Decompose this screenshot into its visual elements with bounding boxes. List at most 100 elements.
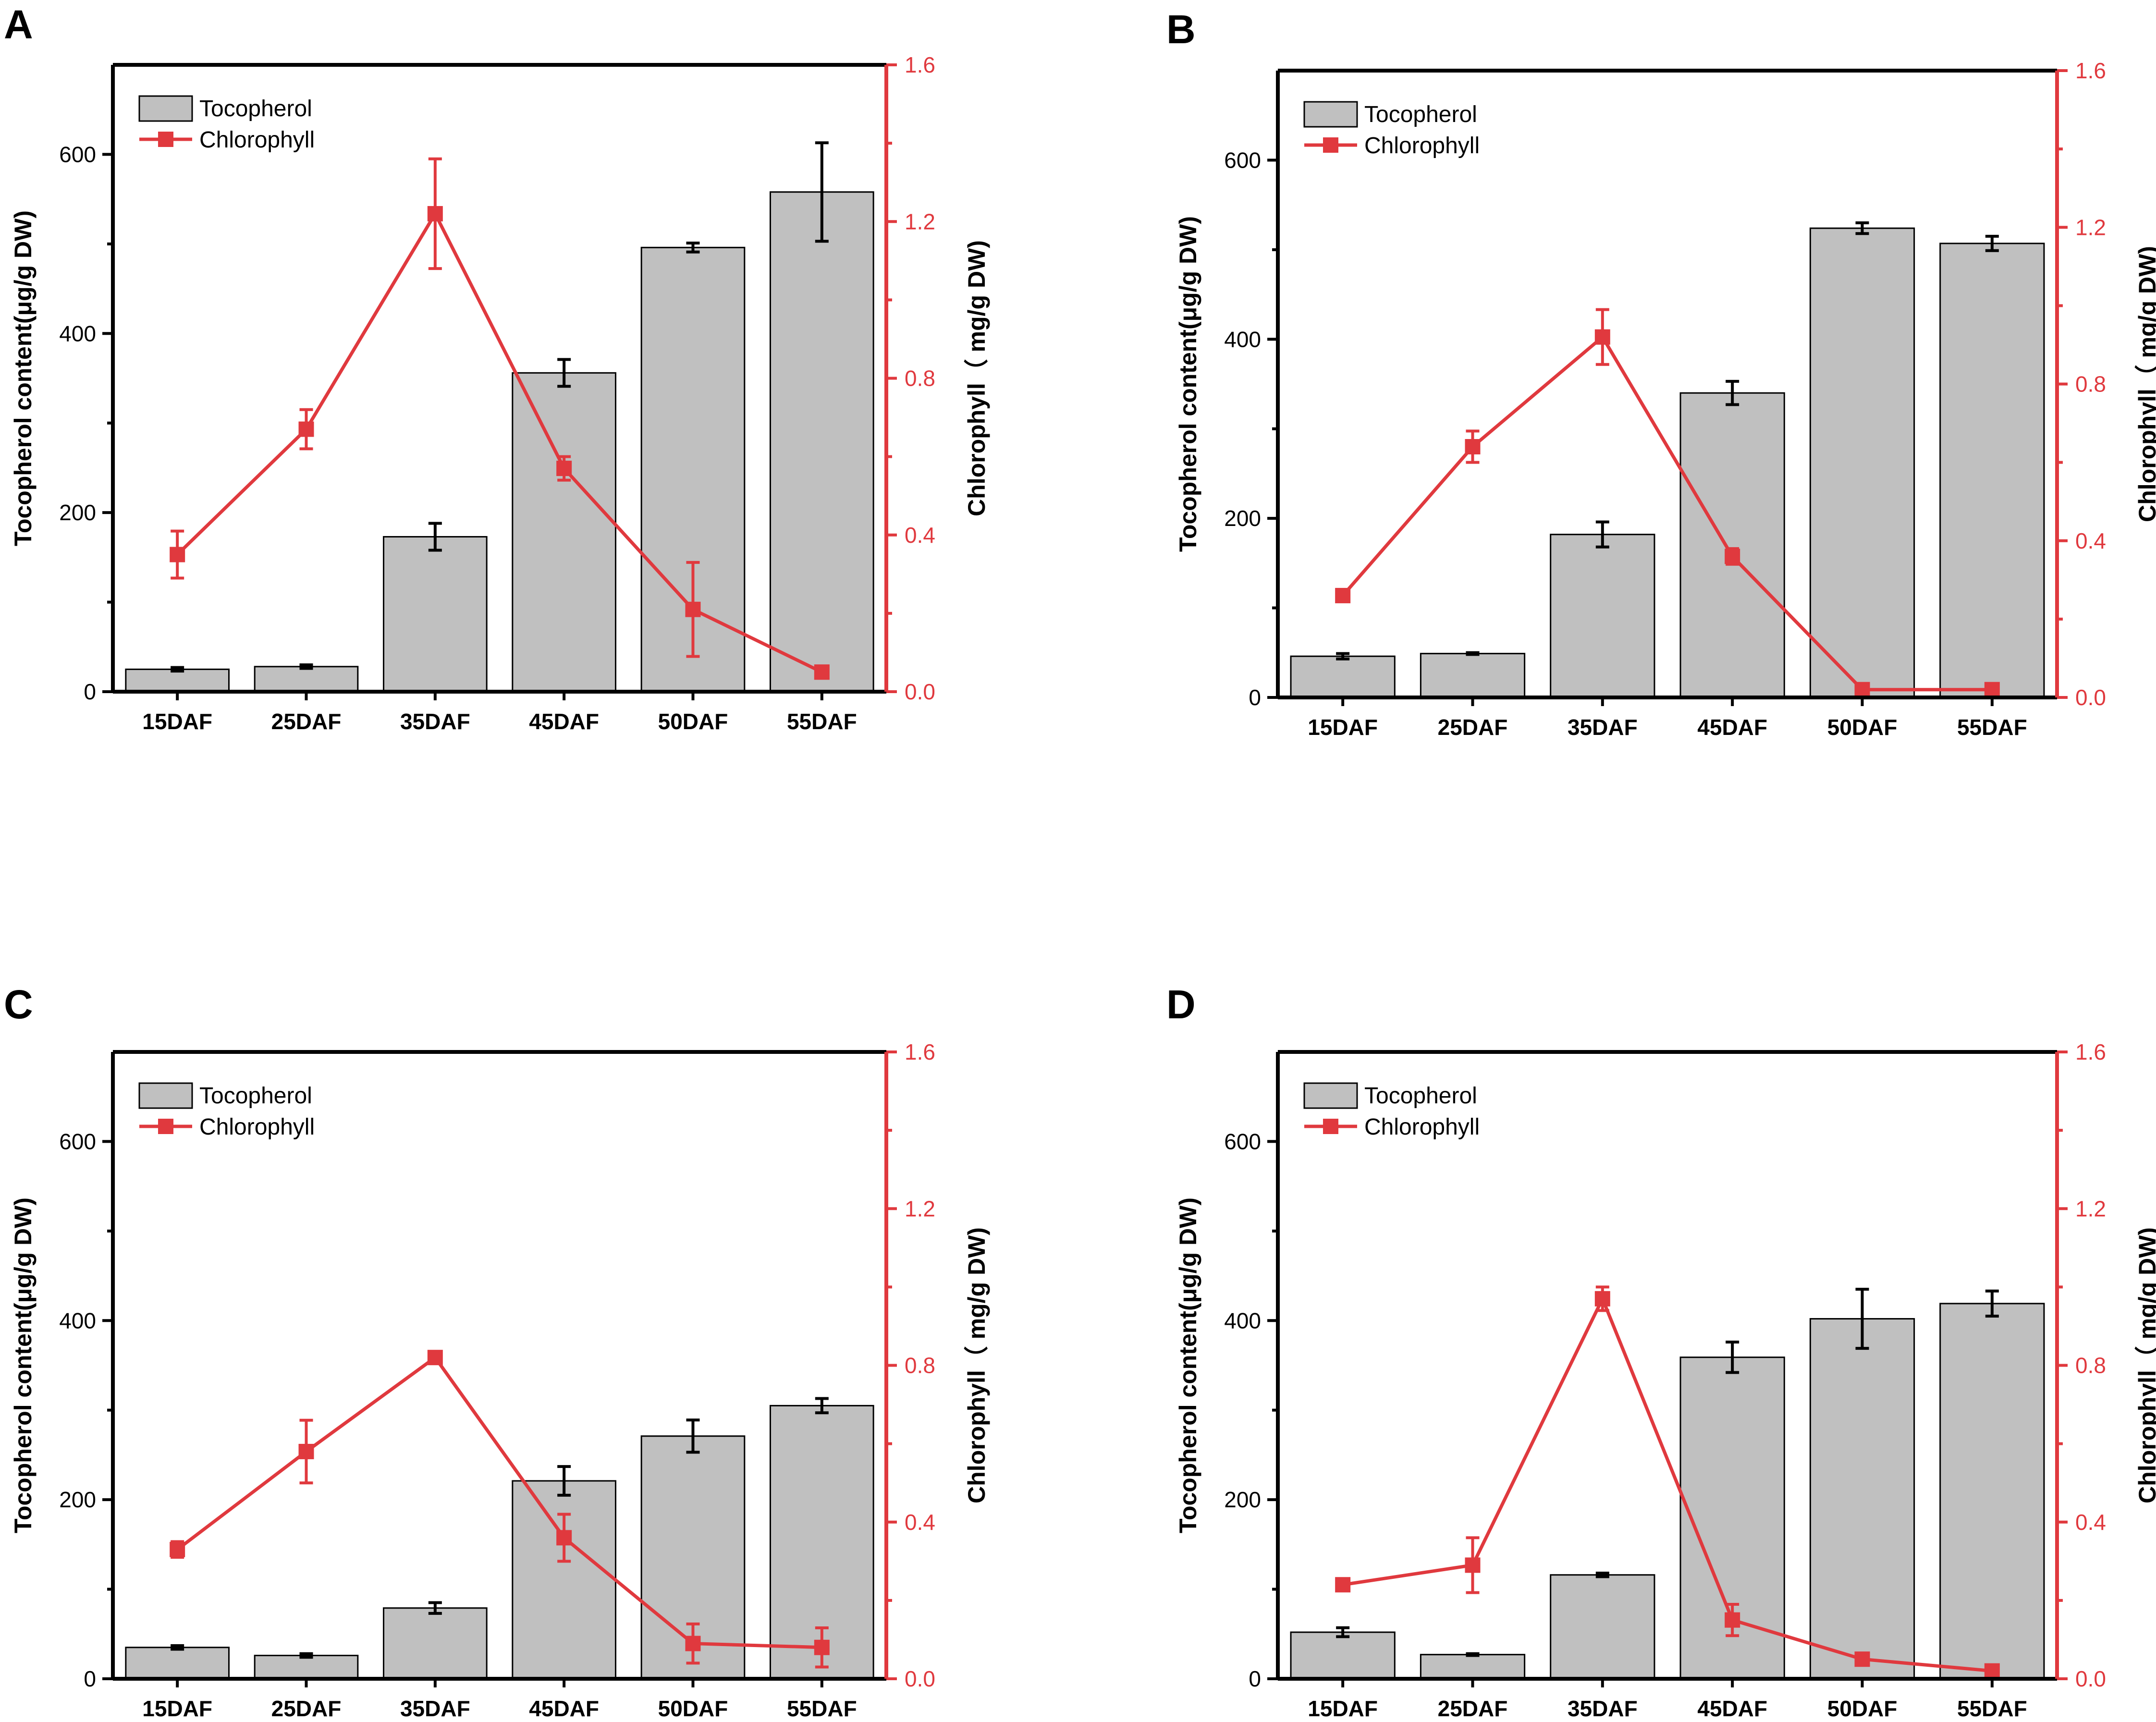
chlorophyll-line — [176, 1355, 822, 1649]
legend-line-label: Chlorophyll — [199, 1114, 315, 1140]
x-tick-label: 25DAF — [271, 1696, 342, 1721]
tocopherol-error-bar — [171, 1644, 184, 1651]
legend-line-label: Chlorophyll — [1364, 133, 1480, 159]
y-left-tick-label: 200 — [59, 1487, 96, 1512]
tocopherol-error-bar — [815, 141, 829, 243]
legend-line-marker — [158, 132, 173, 147]
panel-letter: C — [4, 982, 33, 1027]
legend-line-marker — [1323, 1119, 1338, 1134]
chlorophyll-marker — [1594, 329, 1610, 345]
legend-line-label: Chlorophyll — [199, 127, 315, 153]
x-tick-label: 45DAF — [1697, 1696, 1767, 1721]
x-tick-label: 55DAF — [787, 709, 857, 734]
chlorophyll-marker — [814, 1639, 830, 1655]
y-left-axis-title: Tocopherol content(μg/g DW) — [1175, 216, 1201, 552]
legend-bar-swatch — [1303, 101, 1358, 128]
tocopherol-bar — [254, 1655, 359, 1680]
y-right-tick-label: 1.2 — [2075, 215, 2106, 240]
legend: Tocopherol Chlorophyll — [138, 1082, 315, 1140]
x-tick-label: 25DAF — [1438, 715, 1508, 740]
chlorophyll-marker — [814, 664, 830, 680]
panel-letter: B — [1166, 7, 1196, 52]
x-tick-label: 35DAF — [1568, 1696, 1638, 1721]
x-tick-label: 15DAF — [142, 709, 212, 734]
x-tick-label: 35DAF — [1568, 715, 1638, 740]
tocopherol-error-bar — [1336, 1626, 1350, 1638]
tocopherol-bar — [1550, 1574, 1655, 1680]
y-right-tick-label: 0.8 — [2075, 372, 2106, 397]
legend: Tocopherol Chlorophyll — [138, 95, 315, 153]
chlorophyll-marker — [1335, 587, 1351, 603]
chlorophyll-marker — [1725, 1612, 1740, 1628]
y-left-tick-label: 0 — [1249, 1666, 1261, 1691]
x-tick-label: 15DAF — [1308, 715, 1378, 740]
y-left-axis-title: Tocopherol content(μg/g DW) — [10, 1197, 37, 1533]
chlorophyll-marker — [1854, 1651, 1870, 1667]
x-tick-label: 25DAF — [1438, 1696, 1508, 1721]
tocopherol-error-bar — [299, 1652, 313, 1659]
panel-letter: A — [4, 2, 33, 47]
tocopherol-bar — [1809, 227, 1915, 698]
chlorophyll-marker — [685, 1636, 701, 1651]
tocopherol-bar — [512, 372, 617, 693]
tocopherol-bar — [383, 536, 488, 693]
chlorophyll-marker — [427, 206, 443, 221]
legend-bar-swatch — [138, 1082, 193, 1109]
y-left-tick-label: 600 — [1224, 147, 1261, 172]
y-left-tick-label: 600 — [59, 1129, 96, 1154]
tocopherol-error-bar — [428, 1601, 442, 1615]
tocopherol-error-bar — [299, 663, 313, 670]
tocopherol-error-bar — [686, 241, 700, 254]
legend-line-marker — [1323, 137, 1338, 153]
tocopherol-bar — [254, 666, 359, 693]
y-left-tick-label: 400 — [59, 321, 96, 346]
y-left-axis-title: Tocopherol content(μg/g DW) — [1175, 1197, 1201, 1533]
x-tick-label: 45DAF — [529, 1696, 599, 1721]
legend-bar-swatch — [138, 95, 193, 122]
y-right-axis-title: Chlorophyll（ mg/g DW) — [2134, 246, 2156, 522]
y-right-tick-label: 1.2 — [905, 209, 935, 234]
tocopherol-bar — [1420, 1654, 1526, 1680]
tocopherol-bar — [1290, 655, 1396, 698]
tocopherol-bar — [1939, 243, 2045, 698]
y-right-tick-label: 1.2 — [905, 1196, 935, 1221]
tocopherol-bar — [1939, 1303, 2045, 1680]
tocopherol-error-bar — [1726, 1341, 1740, 1374]
y-right-tick-label: 0.8 — [2075, 1353, 2106, 1378]
tocopherol-error-bar — [1595, 1572, 1609, 1578]
chart-panel-c: C 0 200 400 600 0.0 0.4 0.8 1.2 1.6 15DAF 25DAF 35DA… — [4, 982, 990, 1721]
tocopherol-error-bar — [557, 358, 571, 388]
y-left-tick-label: 200 — [1224, 1487, 1261, 1512]
tocopherol-bar — [1809, 1318, 1915, 1680]
legend: Tocopherol Chlorophyll — [1303, 1082, 1480, 1140]
y-right-tick-label: 0.4 — [905, 523, 935, 548]
y-right-tick-label: 0.8 — [905, 1353, 935, 1378]
y-right-tick-label: 1.6 — [2075, 58, 2106, 83]
chlorophyll-marker — [1984, 682, 2000, 697]
tocopherol-error-bar — [1726, 379, 1740, 406]
x-tick-label: 25DAF — [271, 709, 342, 734]
y-right-axis-title: Chlorophyll（ mg/g DW) — [963, 240, 990, 516]
y-right-tick-label: 1.6 — [905, 1039, 935, 1064]
legend-bar-swatch — [1303, 1082, 1358, 1109]
legend-bar-label: Tocopherol — [1364, 102, 1477, 127]
tocopherol-error-bar — [815, 1397, 829, 1415]
tocopherol-bar — [1679, 392, 1785, 698]
legend-bar-label: Tocopherol — [199, 1083, 312, 1109]
chlorophyll-line — [176, 210, 823, 674]
chlorophyll-marker — [170, 1541, 185, 1557]
chlorophyll-marker — [170, 547, 185, 562]
chlorophyll-line — [1342, 1295, 1993, 1673]
tocopherol-bar — [770, 191, 874, 693]
y-left-tick-label: 400 — [59, 1308, 96, 1333]
chlorophyll-marker — [1335, 1577, 1351, 1593]
y-left-tick-label: 0 — [84, 1666, 96, 1691]
chlorophyll-line — [1341, 334, 1992, 692]
y-right-axis-title: Chlorophyll（ mg/g DW) — [2134, 1227, 2156, 1503]
y-right-tick-label: 1.6 — [905, 52, 935, 77]
tocopherol-bar — [125, 668, 230, 693]
y-right-tick-label: 0.4 — [905, 1510, 935, 1535]
tocopherol-bar — [125, 1647, 230, 1680]
y-left-tick-label: 400 — [1224, 1308, 1261, 1333]
tocopherol-error-bar — [1985, 234, 1999, 252]
